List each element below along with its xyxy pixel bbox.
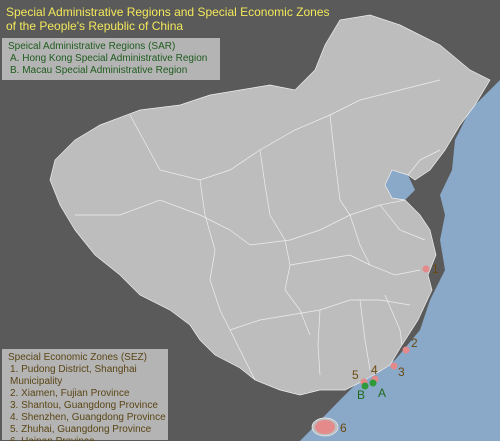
province-boundaries <box>75 79 441 381</box>
sar-label-a: A <box>378 386 387 400</box>
sez-legend-item-2: 2. Xiamen, Fujian Province <box>10 388 130 399</box>
sez-marker-1-pudong <box>422 265 430 273</box>
sez-legend: Special Economic Zones (SEZ) 1. Pudong D… <box>2 349 168 441</box>
sea <box>300 80 500 441</box>
sar-label-b: B <box>357 388 366 402</box>
map-title-line-1: Special Administrative Regions and Speci… <box>6 5 330 19</box>
sar-legend: Speical Administrative Regions (SAR) A. … <box>2 38 220 80</box>
map-title-line-2: of the People's Republic of China <box>6 19 184 33</box>
sez-label-1: 1 <box>432 262 439 276</box>
bohai-sea <box>385 170 415 200</box>
sar-legend-item-a: A. Hong Kong Special Administrative Regi… <box>10 53 208 64</box>
sar-marker-b-macau <box>361 382 369 390</box>
sez-label-2: 2 <box>411 336 418 350</box>
sez-legend-item-6: 6. Hainan Province <box>2 436 168 441</box>
sar-legend-item-b: B. Macau Special Administrative Region <box>10 65 188 76</box>
map-title: Special Administrative Regions and Speci… <box>6 5 330 33</box>
sez-marker-6-hainan <box>315 420 335 434</box>
sez-legend-item-4: 4. Shenzhen, Guangdong Province <box>10 412 166 423</box>
sar-marker-a-hong-kong <box>369 379 377 387</box>
sez-marker-2-xiamen <box>402 346 410 354</box>
sez-label-3: 3 <box>398 365 405 379</box>
sar-legend-heading: Speical Administrative Regions (SAR) <box>8 41 176 52</box>
sez-label-5: 5 <box>352 368 359 382</box>
sez-legend-item-1: 1. Pudong District, Shanghai Municipalit… <box>10 364 137 387</box>
sez-label-4: 4 <box>371 363 378 377</box>
sez-legend-heading: Special Economic Zones (SEZ) <box>8 352 147 363</box>
sez-marker-3-shantou <box>390 362 398 370</box>
sez-legend-item-5: 5. Zhuhai, Guangdong Province <box>10 424 152 435</box>
sez-legend-item-3: 3. Shantou, Guangdong Province <box>10 400 158 411</box>
sez-label-6: 6 <box>340 421 347 435</box>
